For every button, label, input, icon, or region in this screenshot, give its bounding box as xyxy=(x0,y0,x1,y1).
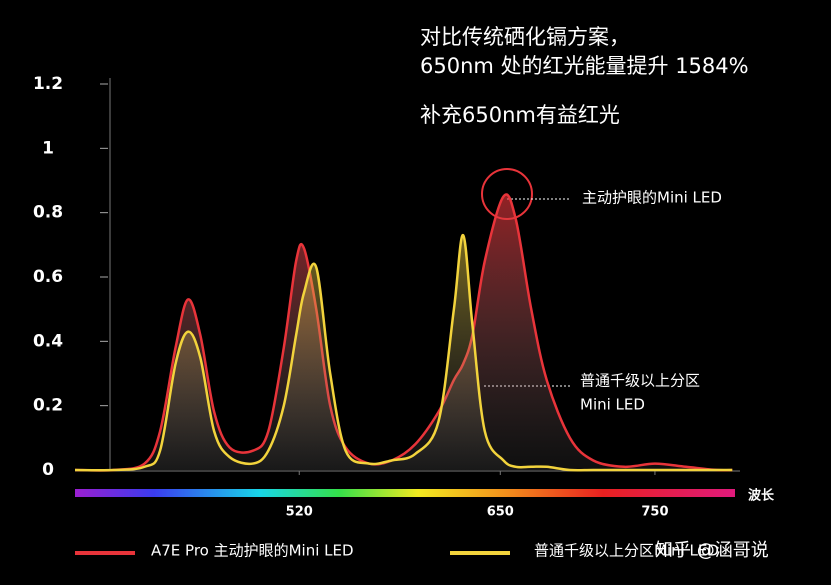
x-tick-label: 750 xyxy=(641,505,668,520)
spectrum-bar xyxy=(75,489,735,497)
annotation: Mini LED xyxy=(580,396,645,414)
y-tick-label: 1.2 xyxy=(33,74,63,94)
annotation: 主动护眼的Mini LED xyxy=(582,189,722,207)
subtitle: 补充650nm有益红光 xyxy=(420,103,620,127)
y-tick-label: 1 xyxy=(42,138,54,158)
y-tick-label: 0.2 xyxy=(33,396,63,416)
line xyxy=(74,233,733,472)
title-line: 650nm 处的红光能量提升 1584% xyxy=(420,54,749,78)
title-line: 对比传统硒化镉方案， xyxy=(420,25,630,49)
watermark: 知乎 @涵哥说 xyxy=(655,540,769,561)
x-tick-label: 650 xyxy=(487,505,514,520)
y-tick-label: 0.4 xyxy=(33,331,63,351)
legend-label: A7E Pro 主动护眼的Mini LED xyxy=(151,542,354,560)
x-tick-label: 520 xyxy=(286,505,313,520)
x-axis-label: 波长 xyxy=(748,488,775,504)
y-tick-label: 0 xyxy=(42,460,54,480)
y-tick-label: 0.6 xyxy=(33,267,63,287)
legend-label: 普通千级以上分区Mini LED xyxy=(534,542,719,560)
annotation: 普通千级以上分区 xyxy=(580,372,700,390)
y-tick-label: 0.8 xyxy=(33,203,63,223)
